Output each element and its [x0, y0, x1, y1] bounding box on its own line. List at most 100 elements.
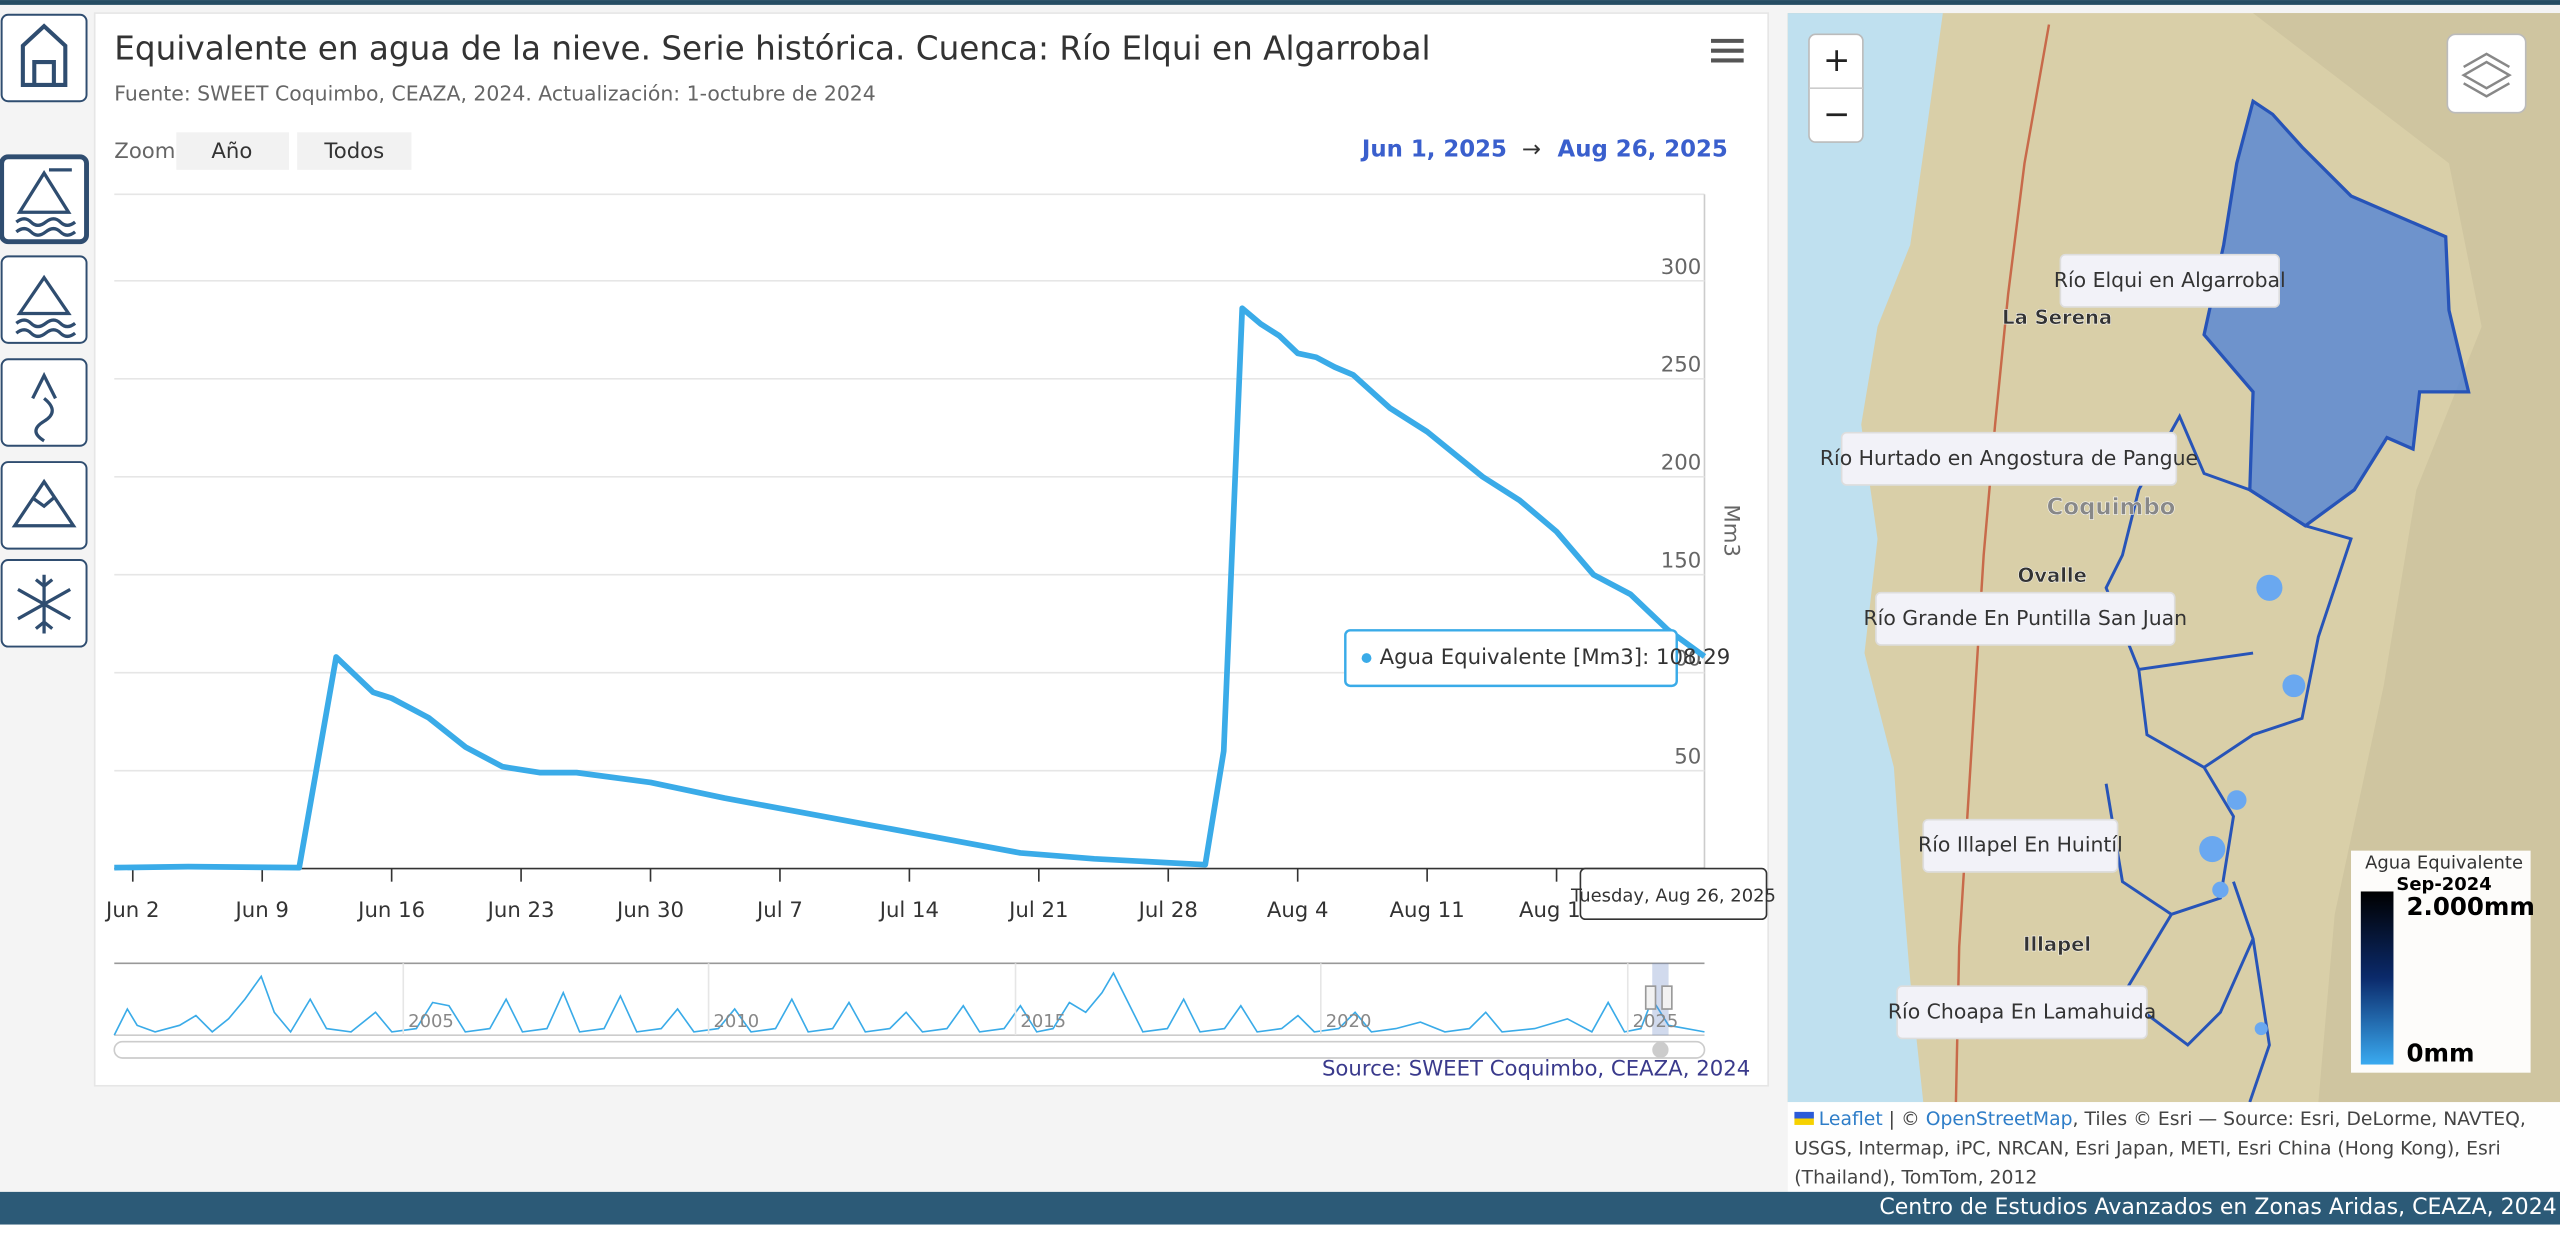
chart-panel: [93, 12, 1769, 1087]
snow-water-icon: [15, 274, 77, 338]
x-tick-label: Jun 9: [234, 898, 289, 923]
tooltip-series: Agua Equivalente [Mm3]: [1380, 645, 1643, 670]
legend-title: Agua Equivalente: [2365, 853, 2523, 874]
map-road: [1954, 24, 2051, 1103]
basin-label: Río Grande En Puntilla San Juan: [1864, 606, 2188, 630]
sidebar: [0, 13, 89, 648]
basin-elqui[interactable]: [2202, 98, 2471, 528]
snow-patches: [2199, 574, 2306, 1036]
y-tick-label: 200: [1661, 451, 1702, 476]
x-tick-label: Jun 2: [104, 898, 159, 923]
zoom-label: Zoom: [114, 139, 175, 164]
basin-outlines[interactable]: [2104, 413, 2353, 1103]
y-axis-title: Mm3: [1719, 504, 1744, 556]
attribution-bg: [1787, 1102, 2560, 1192]
navigator-label: 2020: [1326, 1011, 1372, 1032]
city-label: Illapel: [2023, 933, 2091, 956]
mountain-icon: [11, 478, 77, 528]
leaflet-link[interactable]: Leaflet: [1818, 1106, 1883, 1130]
top-bar: [0, 0, 2560, 5]
basin-label-box: [1875, 591, 2176, 646]
x-tick-label: Jul 21: [1007, 898, 1068, 923]
zoom-button[interactable]: [297, 132, 412, 170]
legend-gradient: [2360, 891, 2394, 1065]
map-sea: [1787, 13, 1943, 1103]
attribution-text: Leaflet | © OpenStreetMap, Tiles © Esri …: [1794, 1104, 2555, 1192]
basin-label-box: [1840, 431, 2178, 486]
x-tick-label: Jun 16: [356, 898, 425, 923]
menu-button[interactable]: [1711, 38, 1744, 63]
navigator-mask: [1652, 963, 1669, 1036]
legend-min: 0mm: [2407, 1039, 2475, 1068]
chart-credits: Source: SWEET Coquimbo, CEAZA, 2024: [1322, 1056, 1750, 1081]
layers-control[interactable]: [2446, 33, 2527, 114]
snow-water-button[interactable]: [0, 255, 88, 344]
tooltip-sep: :: [1642, 645, 1656, 670]
scrollbar[interactable]: [113, 1040, 1706, 1059]
basin-label: Río Hurtado en Angostura de Pangue: [1820, 446, 2198, 470]
navigator-series: [113, 971, 1705, 1036]
x-tick-label: Jul 14: [878, 898, 939, 923]
basin-label: Río Illapel En Huintíl: [1918, 833, 2123, 857]
y-tick-label: 50: [1674, 745, 1701, 770]
tooltip-dot: [1361, 653, 1372, 663]
x-tick-label: Aug 4: [1267, 898, 1329, 923]
y-tick-label: 150: [1661, 549, 1702, 574]
footer-text: Centro de Estudios Avanzados en Zonas Ar…: [1879, 1195, 2556, 1220]
layers-icon: [2461, 52, 2512, 98]
navigator-label: 2005: [408, 1011, 454, 1032]
y-tick-label: 250: [1661, 353, 1702, 378]
tooltip-text: Agua Equivalente [Mm3]: 108.29: [1380, 645, 1731, 670]
attribution-sep: | ©: [1882, 1106, 1926, 1130]
range-from[interactable]: Jun 1, 2025: [1360, 137, 1507, 163]
layers-box[interactable]: [2446, 33, 2527, 114]
zoom-in[interactable]: +: [1823, 41, 1850, 79]
zoom-control: + −: [1808, 33, 1864, 143]
osm-link[interactable]: OpenStreetMap: [1925, 1106, 2073, 1130]
city-label: Coquimbo: [2047, 494, 2176, 520]
chart-title: Equivalente en agua de la nieve. Serie h…: [114, 30, 1430, 68]
home-icon: [20, 23, 68, 87]
map-mountains: [2253, 13, 2560, 1103]
legend-max: 2.000mm: [2407, 892, 2535, 921]
basin-label: Río Elqui en Algarrobal: [2054, 268, 2286, 292]
range-arrow: →: [1522, 137, 1541, 163]
swe-button[interactable]: [0, 154, 89, 245]
map-legend: Agua Equivalente Sep-2024 2.000mm 0mm: [2351, 850, 2535, 1073]
zoom-out[interactable]: −: [1823, 95, 1850, 133]
navigator-label: 2025: [1633, 1011, 1679, 1032]
zoom-button-label[interactable]: Año: [211, 139, 252, 164]
navigator-label: 2010: [713, 1011, 759, 1032]
zoom-button[interactable]: [176, 132, 289, 170]
x-tick-label: Aug 11: [1390, 898, 1465, 923]
x-tick-label: Jul 7: [755, 898, 803, 923]
basin-label-box: [2059, 253, 2280, 308]
zoom-button-label[interactable]: Todos: [323, 139, 384, 164]
river-icon: [31, 371, 57, 443]
city-label: La Serena: [2002, 306, 2112, 329]
x-crosshair-label: Tuesday, Aug 26, 2025: [1570, 885, 1776, 906]
tooltip-box: [1344, 629, 1678, 688]
x-crosshair-label-box: [1579, 867, 1768, 921]
range-to[interactable]: Aug 26, 2025: [1558, 137, 1728, 163]
swe-icon: [15, 168, 77, 237]
river-button[interactable]: [0, 358, 88, 447]
navigator-handle[interactable]: [1661, 985, 1673, 1010]
scrollbar-thumb[interactable]: [1652, 1041, 1669, 1058]
attribution-rest: , Tiles © Esri — Source: Esri, DeLorme, …: [1794, 1106, 2526, 1189]
tooltip-value: 108.29: [1656, 645, 1730, 670]
y-tick-label: 300: [1661, 255, 1702, 280]
chart-subtitle: Fuente: SWEET Coquimbo, CEAZA, 2024. Act…: [114, 82, 875, 106]
basin-label-box: [1896, 985, 2148, 1040]
navigator-handle[interactable]: [1644, 985, 1657, 1010]
footer: [0, 1191, 2560, 1225]
map-labels: Río Elqui en Algarrobal Río Hurtado en An…: [1820, 253, 2286, 1040]
snowflake-icon: [17, 574, 72, 634]
tooltip: Agua Equivalente [Mm3]: 108.29: [1344, 629, 1731, 688]
navigator: [113, 962, 1706, 1059]
city-label: Ovalle: [2018, 564, 2087, 587]
x-tick-label: Jun 30: [615, 898, 684, 923]
x-tick-label: Jul 28: [1137, 898, 1198, 923]
